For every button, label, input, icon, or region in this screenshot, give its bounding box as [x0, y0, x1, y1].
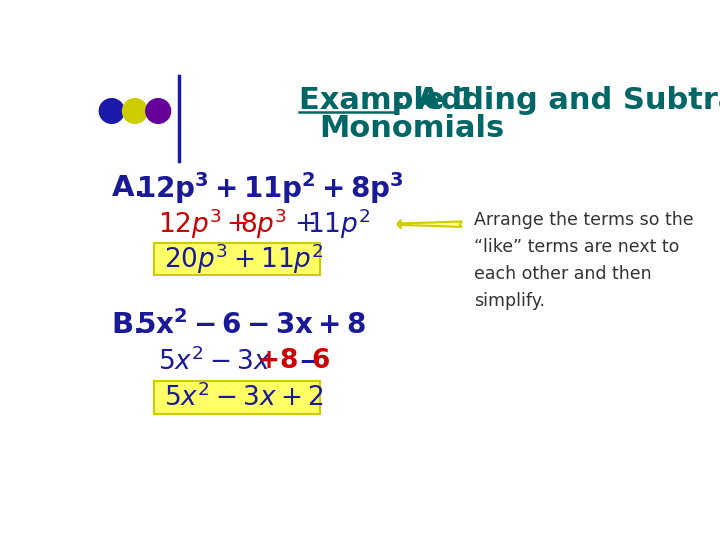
Text: $\mathbf{+ 8}$: $\mathbf{+ 8}$ [256, 348, 297, 374]
Text: $\mathit{5x^2 - 3x + 2}$: $\mathit{5x^2 - 3x + 2}$ [163, 383, 323, 411]
Text: $\mathit{12p^3}$: $\mathit{12p^3}$ [158, 207, 222, 241]
Text: : Adding and Subtracting: : Adding and Subtracting [394, 86, 720, 116]
FancyBboxPatch shape [154, 242, 320, 275]
Text: $\mathit{8p^3}$: $\mathit{8p^3}$ [240, 207, 287, 241]
Text: $+$: $+$ [225, 211, 247, 237]
Circle shape [145, 99, 171, 123]
FancyBboxPatch shape [154, 381, 320, 414]
Text: $+$: $+$ [294, 211, 315, 237]
Text: Example 1: Example 1 [300, 86, 477, 116]
Text: $\mathit{5x^2 - 3x}$: $\mathit{5x^2 - 3x}$ [158, 347, 271, 375]
Text: $\mathbf{6}$: $\mathbf{6}$ [311, 348, 330, 374]
Text: $\mathit{11p^2}$: $\mathit{11p^2}$ [307, 207, 371, 241]
Text: $\mathit{20p^3 + 11p^2}$: $\mathit{20p^3 + 11p^2}$ [163, 241, 323, 276]
Text: A.: A. [112, 174, 146, 202]
Text: $\mathbf{-}$: $\mathbf{-}$ [297, 348, 319, 374]
Circle shape [99, 99, 124, 123]
Text: B.: B. [112, 311, 145, 339]
Text: $\mathbf{12p^3 + 11p^2 + 8p^3}$: $\mathbf{12p^3 + 11p^2 + 8p^3}$ [137, 170, 404, 206]
Text: Monomials: Monomials [319, 114, 504, 143]
Circle shape [122, 99, 148, 123]
Text: $\mathbf{5x^2 - 6 - 3x + 8}$: $\mathbf{5x^2 - 6 - 3x + 8}$ [137, 310, 366, 340]
Text: Arrange the terms so the
“like” terms are next to
each other and then
simplify.: Arrange the terms so the “like” terms ar… [474, 211, 693, 310]
